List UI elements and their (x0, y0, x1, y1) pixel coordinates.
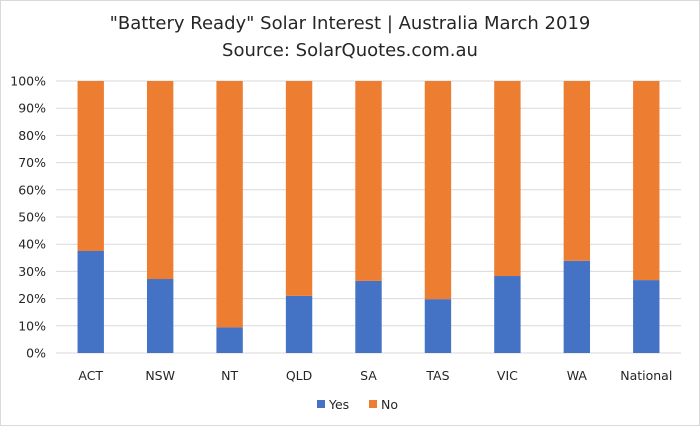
bar-yes-tas (424, 299, 452, 353)
x-tick-label: TAS (425, 368, 449, 383)
legend-swatch-yes (317, 400, 325, 408)
y-tick-label: 50% (18, 210, 46, 225)
bar-yes-act (77, 251, 104, 353)
bars (77, 81, 660, 353)
y-tick-label: 100% (10, 74, 46, 89)
x-axis-ticks: ACT NSW NT QLD SA TAS VIC WA National (78, 368, 672, 383)
bar-no-nt (216, 81, 243, 328)
y-tick-label: 20% (18, 291, 46, 306)
bar-no-nsw (146, 81, 174, 280)
y-tick-label: 40% (18, 237, 46, 252)
x-tick-label: NT (221, 368, 238, 383)
bar-yes-vic (494, 276, 521, 353)
y-tick-label: 60% (18, 182, 46, 197)
bar-no-wa (563, 81, 591, 261)
y-tick-label: 10% (18, 318, 46, 333)
bar-no-national (633, 81, 660, 281)
bar-yes-sa (355, 280, 382, 353)
bar-yes-wa (563, 260, 591, 353)
bar-yes-nsw (146, 279, 174, 353)
bar-yes-national (633, 280, 660, 353)
bar-yes-nt (216, 327, 243, 353)
bar-no-tas (424, 81, 452, 300)
bar-no-qld (285, 81, 313, 296)
legend-swatch-no (369, 400, 377, 408)
x-tick-label: National (620, 368, 672, 383)
x-tick-label: QLD (286, 368, 312, 383)
x-tick-label: NSW (145, 368, 175, 383)
y-tick-label: 0% (26, 346, 46, 361)
y-axis-ticks: 0% 10% 20% 30% 40% 50% 60% 70% 80% 90% 100% (10, 74, 46, 361)
bar-no-sa (355, 81, 382, 281)
chart-subtitle: Source: SolarQuotes.com.au (222, 40, 478, 61)
legend-label-no: No (381, 397, 398, 412)
x-tick-label: WA (567, 368, 588, 383)
y-tick-label: 90% (18, 101, 46, 116)
x-tick-label: VIC (497, 368, 518, 383)
bar-no-vic (494, 81, 521, 277)
y-tick-label: 30% (18, 264, 46, 279)
legend-label-yes: Yes (328, 397, 349, 412)
y-tick-label: 70% (18, 155, 46, 170)
legend: Yes No (317, 397, 398, 412)
bar-no-act (77, 81, 104, 251)
x-tick-label: ACT (78, 368, 103, 383)
y-tick-label: 80% (18, 128, 46, 143)
x-tick-label: SA (360, 368, 377, 383)
bar-yes-qld (285, 295, 313, 353)
chart-title: "Battery Ready" Solar Interest | Austral… (110, 13, 591, 34)
